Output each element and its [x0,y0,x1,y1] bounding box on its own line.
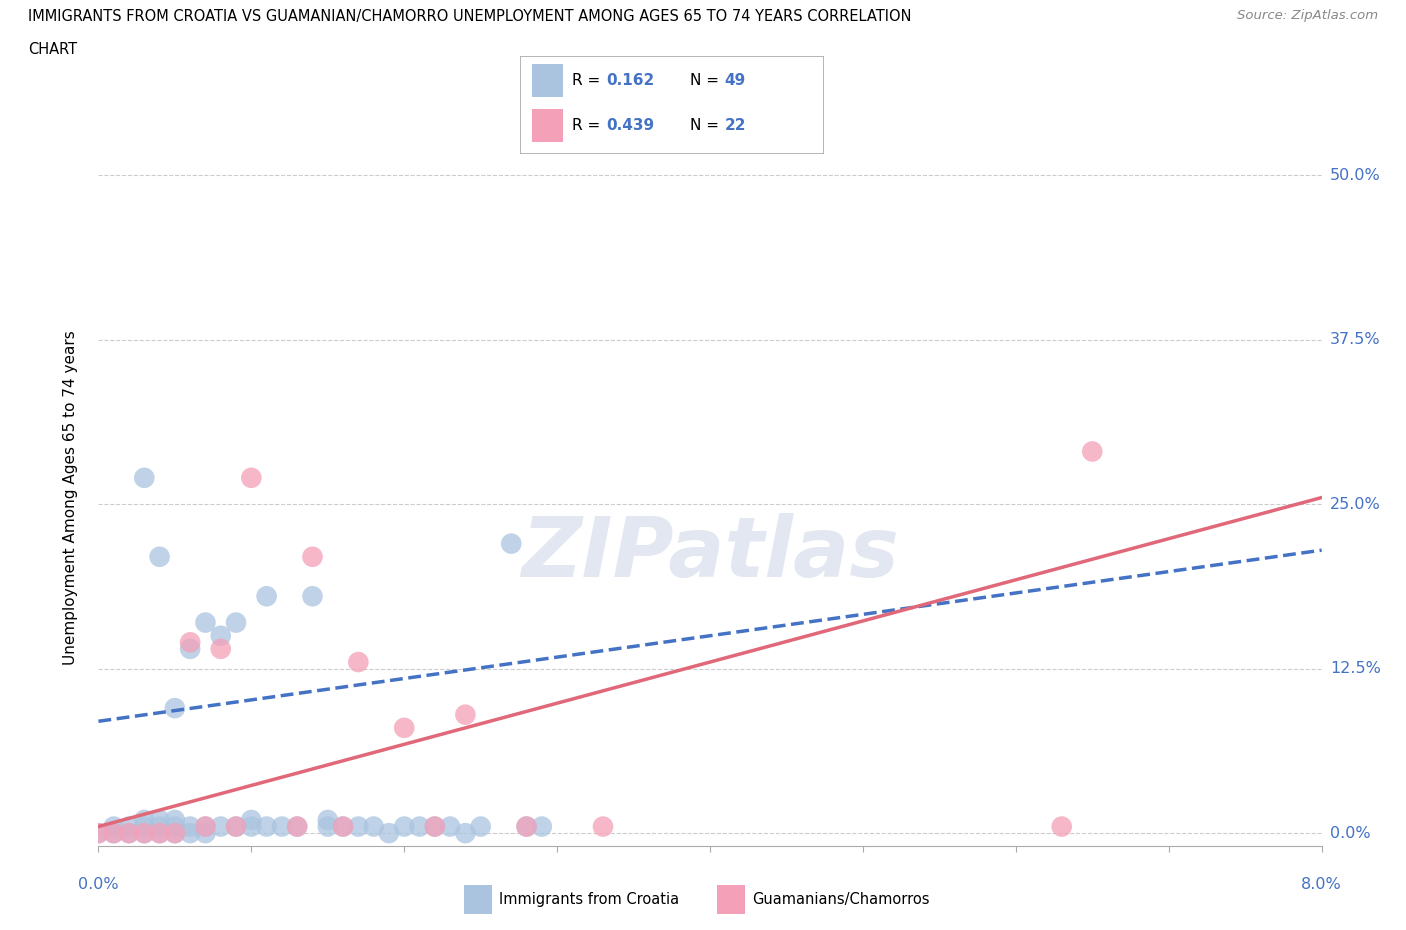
Point [149,550,172,565]
Point [347,819,370,834]
Point [423,819,446,834]
Point [118,826,141,841]
FancyBboxPatch shape [533,63,562,97]
Text: 37.5%: 37.5% [1330,332,1381,347]
Point [225,615,247,630]
Point [163,826,186,841]
Point [530,819,553,834]
FancyBboxPatch shape [464,885,492,914]
FancyBboxPatch shape [717,885,745,914]
Point [149,819,172,834]
Point [592,819,614,834]
Point [134,471,156,485]
Point [118,819,141,834]
Point [225,819,247,834]
Text: Guamanians/Chamorros: Guamanians/Chamorros [752,892,929,908]
Point [209,629,232,644]
Point [408,819,430,834]
Point [163,813,186,828]
Text: N =: N = [689,117,723,133]
Point [134,826,156,841]
Text: 0.0%: 0.0% [1330,826,1371,841]
Point [179,635,201,650]
Point [301,550,323,565]
Point [316,813,339,828]
Text: N =: N = [689,73,723,87]
Point [347,655,370,670]
Point [240,819,263,834]
Point [134,826,156,841]
Point [378,826,401,841]
Point [118,826,141,841]
Text: 0.162: 0.162 [606,73,655,87]
Point [470,819,492,834]
FancyBboxPatch shape [533,109,562,141]
Point [301,589,323,604]
Point [134,813,156,828]
Point [103,819,125,834]
Point [363,819,385,834]
Point [179,819,201,834]
Point [332,819,354,834]
Point [103,826,125,841]
Point [240,471,263,485]
Text: IMMIGRANTS FROM CROATIA VS GUAMANIAN/CHAMORRO UNEMPLOYMENT AMONG AGES 65 TO 74 Y: IMMIGRANTS FROM CROATIA VS GUAMANIAN/CHA… [28,9,911,24]
Text: 50.0%: 50.0% [1330,167,1381,182]
Point [163,826,186,841]
Point [392,721,416,736]
Point [163,819,186,834]
Y-axis label: Unemployment Among Ages 65 to 74 years: Unemployment Among Ages 65 to 74 years [63,330,77,665]
Point [194,615,217,630]
Text: ZIPatlas: ZIPatlas [522,512,898,594]
Point [285,819,308,834]
Point [179,826,201,841]
Point [516,819,538,834]
Point [316,819,339,834]
Point [194,819,217,834]
Point [256,589,278,604]
Text: CHART: CHART [28,42,77,57]
Text: 0.0%: 0.0% [79,877,118,892]
Point [149,813,172,828]
Point [454,707,477,722]
Point [179,642,201,657]
Point [209,642,232,657]
Text: 12.5%: 12.5% [1330,661,1381,676]
Text: R =: R = [572,73,605,87]
Point [225,819,247,834]
Point [332,819,354,834]
Text: Immigrants from Croatia: Immigrants from Croatia [499,892,679,908]
Text: 49: 49 [724,73,745,87]
Point [423,819,446,834]
Point [392,819,416,834]
Text: 0.439: 0.439 [606,117,655,133]
Text: 22: 22 [724,117,745,133]
Point [194,819,217,834]
Text: 8.0%: 8.0% [1302,877,1341,892]
Point [87,826,110,841]
Text: Source: ZipAtlas.com: Source: ZipAtlas.com [1237,9,1378,22]
Point [439,819,461,834]
Point [270,819,294,834]
Point [501,537,523,551]
Point [1050,819,1073,834]
Point [103,826,125,841]
Point [194,826,217,841]
Point [163,700,186,715]
Point [1081,444,1104,458]
Text: 25.0%: 25.0% [1330,497,1381,512]
Point [87,826,110,841]
Point [209,819,232,834]
Point [454,826,477,841]
Point [240,813,263,828]
Point [516,819,538,834]
Text: R =: R = [572,117,605,133]
Point [256,819,278,834]
Point [149,826,172,841]
Point [285,819,308,834]
Point [149,826,172,841]
Point [134,819,156,834]
